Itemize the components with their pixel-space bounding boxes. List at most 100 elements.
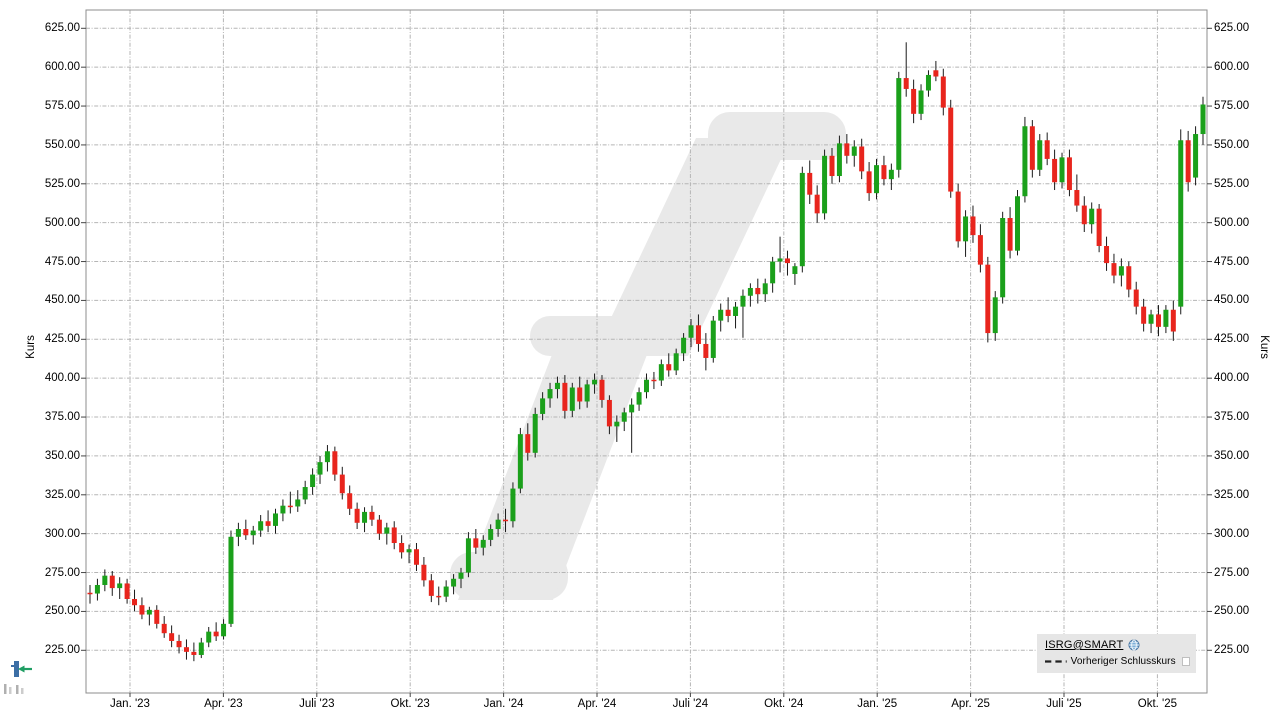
candle-up[interactable] xyxy=(799,172,805,267)
candle-up[interactable] xyxy=(443,586,449,597)
candle-down[interactable] xyxy=(666,364,672,371)
candle-down[interactable] xyxy=(213,631,219,637)
candle-down[interactable] xyxy=(985,264,991,334)
legend-checkbox[interactable] xyxy=(1181,656,1190,666)
candle-down[interactable] xyxy=(243,529,249,536)
candle-down[interactable] xyxy=(881,165,887,180)
candle-up[interactable] xyxy=(644,379,649,393)
candle-up[interactable] xyxy=(925,74,931,91)
candle-up[interactable] xyxy=(1178,140,1184,307)
candle-up[interactable] xyxy=(851,146,857,156)
candle-up[interactable] xyxy=(221,623,227,637)
candle-down[interactable] xyxy=(940,76,946,108)
candle-up[interactable] xyxy=(614,421,620,427)
candle-up[interactable] xyxy=(621,412,627,422)
candle-up[interactable] xyxy=(584,384,590,402)
candle-down[interactable] xyxy=(977,235,983,265)
candle-down[interactable] xyxy=(1052,158,1058,183)
candle-down[interactable] xyxy=(911,88,917,114)
candle-up[interactable] xyxy=(258,521,264,531)
candle-up[interactable] xyxy=(888,169,894,180)
candle-up[interactable] xyxy=(629,404,635,413)
candle-up[interactable] xyxy=(517,434,523,489)
candle-up[interactable] xyxy=(673,353,679,371)
candle-down[interactable] xyxy=(1096,208,1102,246)
candle-up[interactable] xyxy=(762,283,768,295)
candle-up[interactable] xyxy=(836,143,842,177)
candle-down[interactable] xyxy=(1133,289,1139,307)
candle-down[interactable] xyxy=(428,580,434,596)
candle-up[interactable] xyxy=(1000,218,1006,298)
candle-up[interactable] xyxy=(384,527,390,534)
candle-down[interactable] xyxy=(1044,140,1050,159)
candle-up[interactable] xyxy=(874,165,880,194)
candle-down[interactable] xyxy=(903,78,909,89)
candle-up[interactable] xyxy=(777,258,783,262)
candle-up[interactable] xyxy=(146,609,152,615)
candle-up[interactable] xyxy=(510,488,516,522)
candle-down[interactable] xyxy=(695,325,701,344)
candle-down[interactable] xyxy=(1185,140,1191,183)
candle-up[interactable] xyxy=(747,287,753,296)
candle-down[interactable] xyxy=(183,647,189,652)
candle-down[interactable] xyxy=(955,191,961,242)
candle-up[interactable] xyxy=(198,642,204,655)
candle-down[interactable] xyxy=(829,155,835,177)
candle-down[interactable] xyxy=(703,343,709,358)
candle-down[interactable] xyxy=(599,379,605,400)
candle-down[interactable] xyxy=(577,387,583,402)
candle-down[interactable] xyxy=(391,527,397,544)
candle-up[interactable] xyxy=(592,379,598,385)
candle-up[interactable] xyxy=(569,387,575,411)
candle-up[interactable] xyxy=(733,306,739,316)
candle-up[interactable] xyxy=(117,583,123,589)
candle-down[interactable] xyxy=(784,258,790,264)
candle-up[interactable] xyxy=(1163,309,1169,327)
candle-up[interactable] xyxy=(1089,208,1095,225)
candle-down[interactable] xyxy=(866,171,872,194)
candle-down[interactable] xyxy=(161,623,167,634)
candle-down[interactable] xyxy=(755,287,761,295)
candle-down[interactable] xyxy=(807,172,813,195)
candle-up[interactable] xyxy=(310,474,316,488)
candle-down[interactable] xyxy=(287,505,293,508)
candle-up[interactable] xyxy=(406,549,412,553)
candle-down[interactable] xyxy=(191,651,197,655)
candle-down[interactable] xyxy=(844,143,850,156)
candle-down[interactable] xyxy=(814,194,820,214)
candle-down[interactable] xyxy=(347,493,353,509)
candle-up[interactable] xyxy=(295,499,301,507)
candle-up[interactable] xyxy=(540,398,546,414)
legend-previous-close-row[interactable]: Vorheriger Schlusskurs xyxy=(1045,653,1190,669)
candle-up[interactable] xyxy=(465,538,471,573)
candle-up[interactable] xyxy=(302,487,308,500)
candle-down[interactable] xyxy=(1066,157,1072,191)
candle-down[interactable] xyxy=(124,583,130,599)
candlestick-tool-icon[interactable] xyxy=(11,661,32,677)
candle-down[interactable] xyxy=(265,521,271,526)
candle-down[interactable] xyxy=(859,146,865,172)
candle-up[interactable] xyxy=(718,309,724,321)
candle-down[interactable] xyxy=(525,434,531,453)
legend-series-label[interactable]: ISRG@SMART xyxy=(1045,639,1124,651)
candle-down[interactable] xyxy=(1111,263,1117,276)
candle-down[interactable] xyxy=(1081,205,1087,225)
candle-down[interactable] xyxy=(176,640,182,648)
candle-down[interactable] xyxy=(1029,126,1035,170)
candle-up[interactable] xyxy=(896,78,902,170)
candle-down[interactable] xyxy=(562,382,568,411)
candle-down[interactable] xyxy=(354,508,360,523)
candle-up[interactable] xyxy=(362,511,368,523)
candle-up[interactable] xyxy=(1193,134,1199,178)
candle-up[interactable] xyxy=(992,297,998,334)
candle-up[interactable] xyxy=(1148,314,1154,324)
candle-up[interactable] xyxy=(658,364,664,381)
candle-down[interactable] xyxy=(109,575,115,589)
candle-down[interactable] xyxy=(1155,314,1161,327)
candle-up[interactable] xyxy=(324,451,330,463)
candle-down[interactable] xyxy=(473,538,479,548)
candle-up[interactable] xyxy=(1037,140,1043,170)
candle-up[interactable] xyxy=(554,382,560,390)
candle-down[interactable] xyxy=(1170,309,1176,332)
